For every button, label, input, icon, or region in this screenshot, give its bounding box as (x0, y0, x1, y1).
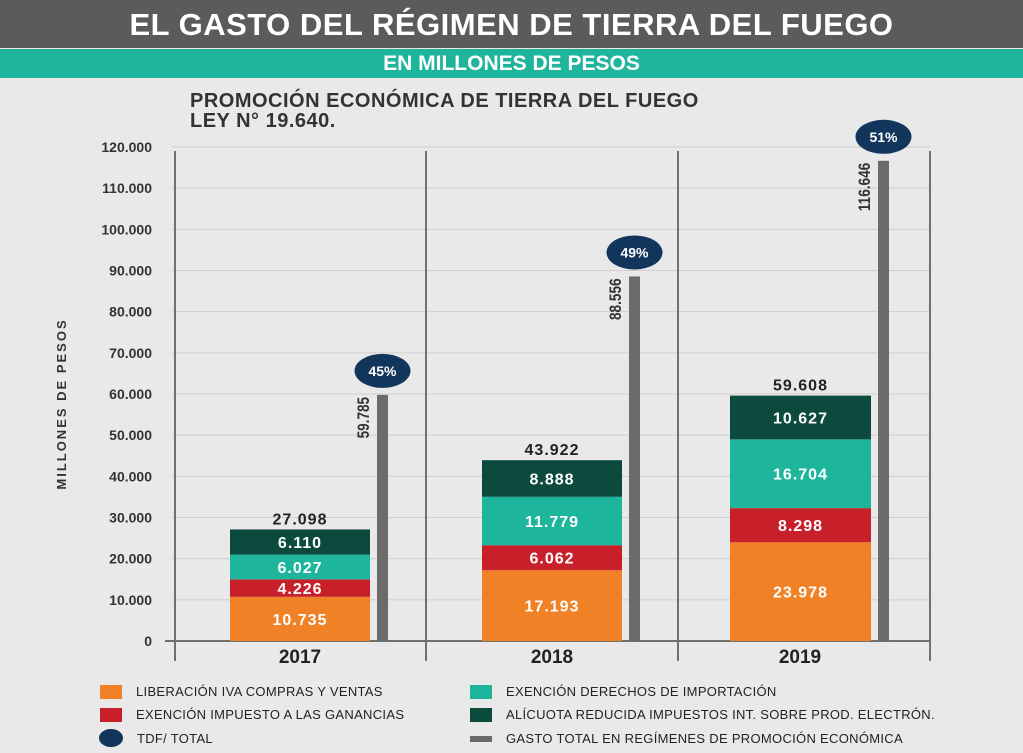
y-tick-label-10: 100.000 (101, 221, 152, 237)
bar-2019-series-2 (730, 439, 871, 509)
share-badge-label-2017: 45% (368, 363, 397, 379)
data-label-2018-series-0: 17.193 (525, 599, 580, 616)
bar-2017-series-2 (230, 554, 370, 580)
subtitle-banner: EN MILLONES DE PESOS (0, 49, 1023, 78)
stack-total-label-2019: 59.608 (773, 378, 828, 395)
data-label-2019-series-1: 8.298 (778, 518, 823, 535)
data-label-2018-series-3: 8.888 (529, 471, 574, 488)
x-tick-label-2017: 2017 (279, 647, 321, 668)
bar-2018-series-1 (482, 545, 622, 571)
y-tick-label-7: 70.000 (109, 345, 152, 361)
bar-2017-series-0 (230, 596, 370, 641)
total-bar-2018 (629, 276, 640, 641)
bar-2018-series-2 (482, 496, 622, 546)
main-title: EL GASTO DEL RÉGIMEN DE TIERRA DEL FUEGO (0, 0, 1023, 48)
y-tick-label-2: 20.000 (109, 551, 152, 567)
total-value-label-2019: 116.646 (856, 163, 875, 211)
y-tick-label-9: 90.000 (109, 263, 152, 279)
share-badge-label-2019: 51% (869, 129, 898, 145)
stack-total-label-2018: 43.922 (525, 442, 580, 459)
total-value-label-2018: 88.556 (607, 278, 626, 320)
y-tick-label-12: 120.000 (101, 139, 152, 155)
bar-2019-series-3 (730, 395, 871, 440)
data-label-2017-series-3: 6.110 (278, 535, 322, 552)
bar-2018-series-3 (482, 460, 622, 497)
chart-title: PROMOCIÓN ECONÓMICA DE TIERRA DEL FUEGO (190, 90, 699, 112)
share-badge-2018 (606, 235, 663, 270)
data-label-2019-series-0: 23.978 (773, 585, 828, 602)
data-label-2018-series-1: 6.062 (529, 551, 574, 568)
y-tick-label-8: 80.000 (109, 304, 152, 320)
total-value-label-2017: 59.785 (355, 396, 374, 438)
bar-2017-series-3 (230, 529, 370, 555)
y-axis-label: MILLONES DE PESOS (54, 318, 69, 489)
share-badge-label-2018: 49% (620, 244, 649, 260)
y-tick-label-11: 110.000 (102, 180, 152, 196)
data-label-2017-series-0: 10.735 (273, 612, 328, 629)
data-label-2018-series-2: 11.779 (525, 514, 579, 531)
total-bar-2019 (878, 160, 889, 641)
x-tick-label-2019: 2019 (779, 647, 821, 668)
data-label-2019-series-2: 16.704 (773, 467, 828, 484)
bar-2019-series-0 (730, 542, 871, 641)
y-tick-label-4: 40.000 (109, 468, 152, 484)
share-badge-2019 (855, 119, 912, 154)
data-label-2017-series-1: 4.226 (277, 581, 322, 598)
data-label-2017-series-2: 6.027 (277, 560, 322, 577)
x-tick-label-2018: 2018 (531, 647, 573, 668)
y-tick-label-6: 60.000 (109, 386, 152, 402)
y-tick-label-5: 50.000 (109, 427, 152, 443)
data-label-2019-series-3: 10.627 (773, 410, 828, 427)
y-tick-label-1: 10.000 (109, 592, 152, 608)
bar-2017-series-1 (230, 579, 370, 597)
bar-2019-series-1 (730, 508, 871, 543)
chart-subtitle: LEY N° 19.640. (190, 110, 336, 132)
y-tick-label-3: 30.000 (109, 510, 152, 526)
y-tick-label-0: 0 (144, 633, 152, 649)
total-bar-2017 (377, 394, 388, 641)
bar-2018-series-0 (482, 570, 622, 641)
stack-total-label-2017: 27.098 (273, 511, 328, 528)
share-badge-2017 (354, 353, 411, 388)
